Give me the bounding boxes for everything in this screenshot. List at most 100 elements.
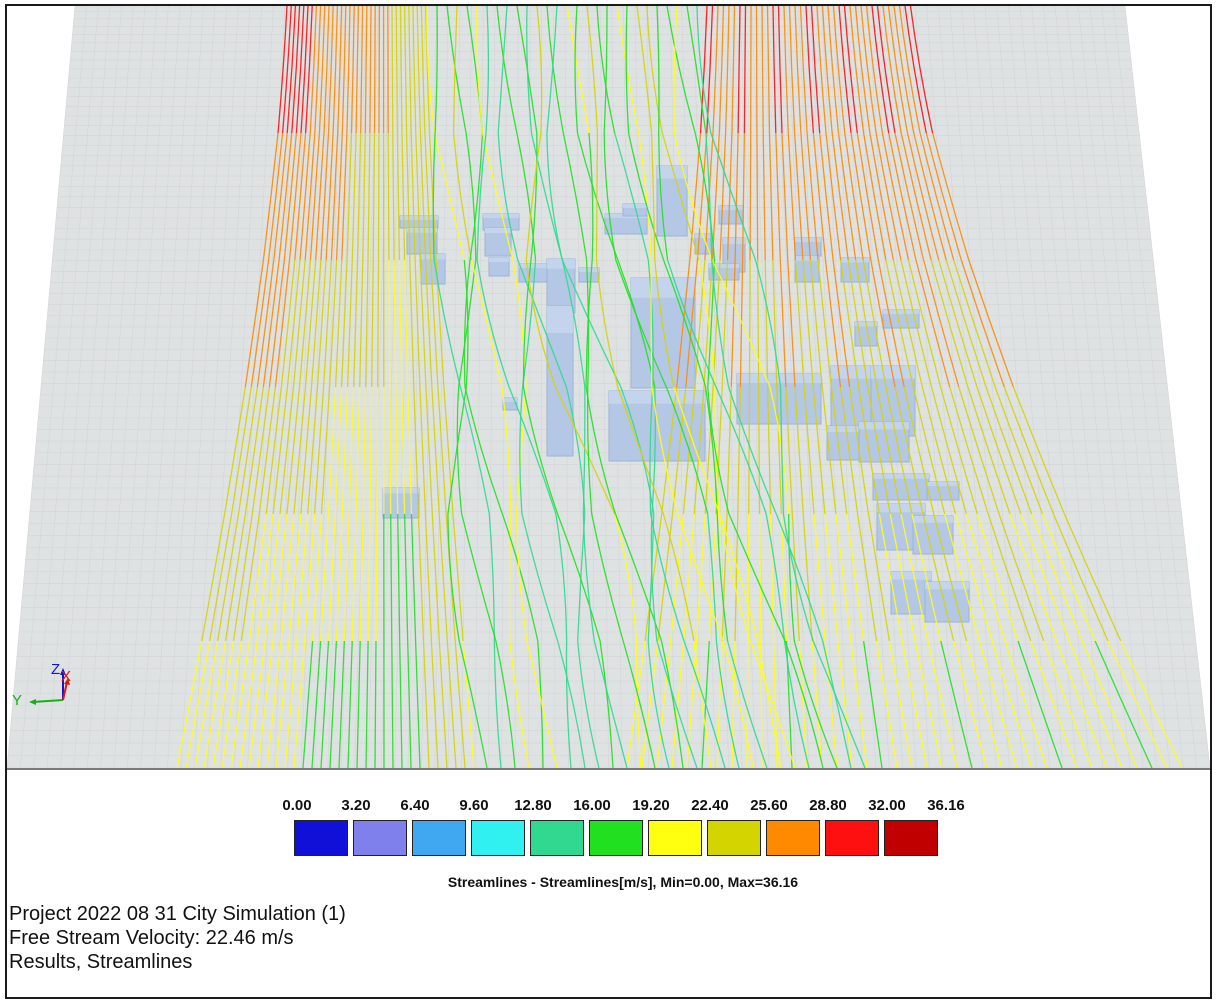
streamline <box>673 386 721 515</box>
streamline <box>556 513 601 642</box>
streamline <box>809 259 823 388</box>
streamline <box>658 132 669 261</box>
streamline <box>603 132 617 261</box>
streamline <box>862 640 883 768</box>
streamline <box>457 259 477 388</box>
streamline <box>409 259 415 388</box>
building-roof <box>827 426 859 433</box>
streamline <box>293 386 307 515</box>
streamline <box>644 513 663 642</box>
streamline <box>636 6 653 134</box>
streamline <box>355 386 361 515</box>
streamline <box>781 132 789 261</box>
streamline <box>656 640 698 768</box>
mesh-line <box>984 6 1050 768</box>
streamline <box>1009 513 1058 642</box>
streamline <box>481 132 514 261</box>
scene-canvas[interactable] <box>7 6 1210 768</box>
streamline <box>881 132 910 261</box>
streamline <box>194 640 219 768</box>
building-roof <box>383 488 419 494</box>
streamline <box>821 6 833 134</box>
streamline <box>698 259 716 388</box>
streamline <box>757 640 782 768</box>
streamline <box>676 259 691 388</box>
streamline <box>721 259 729 388</box>
streamline <box>433 259 462 388</box>
building-roof <box>877 504 925 513</box>
streamline <box>862 259 887 388</box>
streamline <box>367 513 371 642</box>
streamline <box>900 259 933 388</box>
legend-swatch <box>648 820 702 856</box>
streamline <box>856 132 879 261</box>
streamline <box>793 132 804 261</box>
building-roof <box>657 166 687 179</box>
streamline <box>715 386 767 515</box>
streamline <box>443 386 454 515</box>
mesh-line <box>367 6 391 768</box>
streamline <box>359 259 364 388</box>
streamline <box>388 259 391 388</box>
mesh-line <box>407 6 426 768</box>
streamline <box>746 640 749 768</box>
streamline <box>294 132 307 261</box>
streamline <box>337 6 343 134</box>
streamline <box>356 640 361 768</box>
streamline <box>257 640 274 768</box>
streamline <box>787 259 796 388</box>
streamline <box>888 132 917 261</box>
streamline <box>419 132 427 261</box>
legend-tick-label: 36.16 <box>927 797 965 814</box>
streamline <box>463 259 471 388</box>
streamline <box>392 132 395 261</box>
streamline <box>419 386 427 515</box>
streamline <box>501 386 512 515</box>
mesh-line <box>300 6 332 768</box>
streamline <box>447 513 460 642</box>
streamline <box>401 132 406 261</box>
streamline <box>310 259 322 388</box>
simulation-report: Z X Y 0.00 3.20 6.40 9.60 12.80 16.00 19.20 22.… <box>5 4 1212 999</box>
streamline <box>299 132 311 261</box>
streamline <box>430 259 439 388</box>
3d-viewport[interactable]: Z X Y <box>7 6 1210 768</box>
streamline <box>827 6 840 134</box>
streamline <box>716 513 729 642</box>
streamline <box>377 132 380 261</box>
streamline <box>431 513 440 642</box>
mesh-line <box>1124 6 1210 768</box>
streamline <box>272 386 289 515</box>
streamline <box>375 513 378 642</box>
mesh-line <box>949 6 1010 768</box>
streamline <box>1107 640 1168 768</box>
streamline <box>931 132 970 261</box>
building-roof <box>927 482 959 486</box>
streamline <box>661 132 700 261</box>
legend-tick-label: 32.00 <box>868 797 906 814</box>
streamline <box>673 6 678 134</box>
streamline <box>830 386 848 515</box>
x-axis-label: X <box>61 668 72 685</box>
streamline <box>787 132 797 261</box>
axis-triad-icon <box>29 668 70 705</box>
streamline <box>741 132 746 261</box>
streamline <box>410 513 417 642</box>
streamline <box>369 386 373 515</box>
streamline <box>641 640 659 768</box>
streamline <box>266 640 282 768</box>
streamline <box>403 259 409 388</box>
streamline <box>685 259 699 388</box>
streamline <box>614 513 663 642</box>
streamline <box>536 6 543 134</box>
streamline <box>737 6 741 134</box>
streamline <box>722 640 754 768</box>
streamline <box>565 640 572 768</box>
streamline <box>824 513 839 642</box>
streamline <box>230 640 250 768</box>
streamline <box>816 6 827 134</box>
streamline <box>718 6 725 134</box>
legend-swatch <box>766 820 820 856</box>
streamline <box>802 259 814 388</box>
streamline <box>577 640 600 768</box>
